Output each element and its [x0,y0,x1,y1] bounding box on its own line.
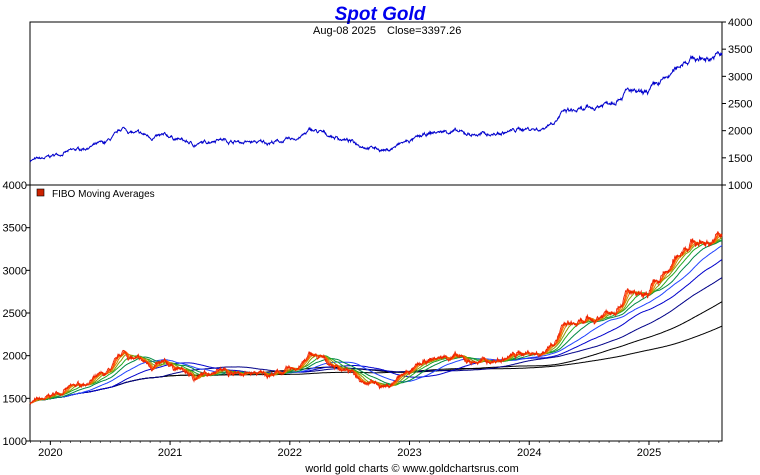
ma-line-233 [29,301,723,404]
legend-swatch [36,188,45,197]
subtitle-date: Aug-08 2025 [313,25,376,37]
ma-line-377 [29,325,723,404]
ma-line-89 [29,259,723,404]
top-ytick-label: 1000 [728,180,752,192]
bottom-ytick-label: 1000 [3,436,27,448]
top-ytick-label: 2000 [728,126,752,138]
price-line-bottom [29,230,723,406]
top-ytick-label: 2500 [728,99,752,111]
bottom-ma-series [29,230,723,406]
top-ytick-label: 3500 [728,44,752,56]
ma-line-144 [29,277,723,404]
subtitle-close: Close=3397.26 [387,25,461,37]
chart-title: Spot Gold [335,4,426,25]
bottom-ytick-label: 3500 [3,223,27,235]
x-axis: 2020 2021 2022 2023 2024 2025 [30,441,720,459]
bottom-ytick-label: 2000 [3,351,27,363]
xtick-label: 2024 [517,447,541,459]
top-ytick-label: 3000 [728,71,752,83]
spot-gold-line [29,50,723,163]
top-panel-frame [29,21,723,186]
xtick-label: 2021 [158,447,182,459]
top-price-series [29,50,723,163]
bottom-ytick-label: 4000 [3,180,27,192]
top-y-axis: 1000 1500 2000 2500 3000 3500 4000 [722,17,752,192]
legend-label: FIBO Moving Averages [52,189,155,200]
top-ytick-label: 4000 [728,17,752,29]
ma-line-55 [29,245,723,404]
ma-line-34 [29,240,722,404]
xtick-label: 2023 [397,447,421,459]
top-ytick-label: 1500 [728,153,752,165]
xtick-label: 2025 [637,447,661,459]
bottom-ytick-label: 1500 [3,393,27,405]
footer-credit: world gold charts © www.goldchartsrus.co… [304,463,519,475]
bottom-ytick-label: 2500 [3,308,27,320]
xtick-label: 2022 [278,447,302,459]
xtick-label: 2020 [38,447,62,459]
bottom-y-axis: 1000 1500 2000 2500 3000 3500 4000 [3,180,30,448]
bottom-ytick-label: 3000 [3,265,27,277]
ma-line-21 [29,239,723,404]
